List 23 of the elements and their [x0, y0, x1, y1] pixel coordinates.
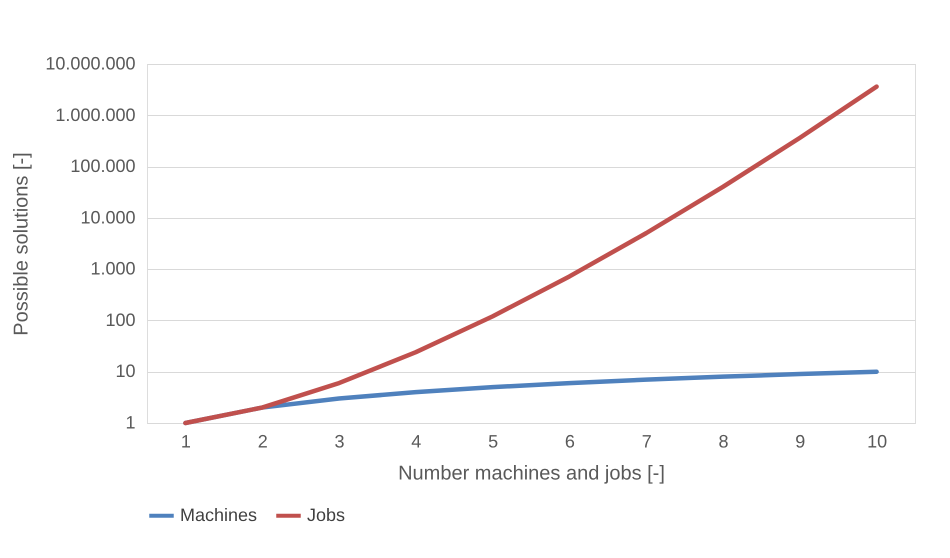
y-tick-label: 1.000	[90, 258, 136, 279]
x-tick-label: 9	[795, 432, 806, 452]
legend-label: Jobs	[307, 504, 346, 525]
x-axis-title: Number machines and jobs [-]	[398, 462, 665, 484]
x-tick-label: 10	[867, 432, 888, 452]
line-series	[183, 84, 879, 426]
y-tick-label: 100.000	[70, 156, 136, 176]
y-axis-title: Possible solutions [-]	[10, 152, 32, 336]
y-tick-label: 10	[115, 361, 136, 382]
y-tick-label: 10.000.000	[45, 54, 136, 74]
x-tick-label: 4	[411, 432, 422, 452]
x-tick-label: 7	[642, 432, 652, 452]
x-tick-label: 5	[488, 432, 498, 452]
x-tick-label: 3	[334, 432, 345, 452]
y-tick-label: 10.000	[80, 207, 136, 228]
y-tick-label: 1.000.000	[55, 104, 136, 125]
x-tick-label: 8	[718, 432, 729, 452]
y-tick-label: 100	[105, 310, 136, 330]
x-tick-label: 1	[180, 432, 191, 452]
x-tick-label: 2	[258, 432, 268, 452]
legend-label: Machines	[180, 504, 258, 525]
y-tick-label: 1	[125, 412, 136, 432]
x-tick-label: 6	[564, 432, 575, 452]
